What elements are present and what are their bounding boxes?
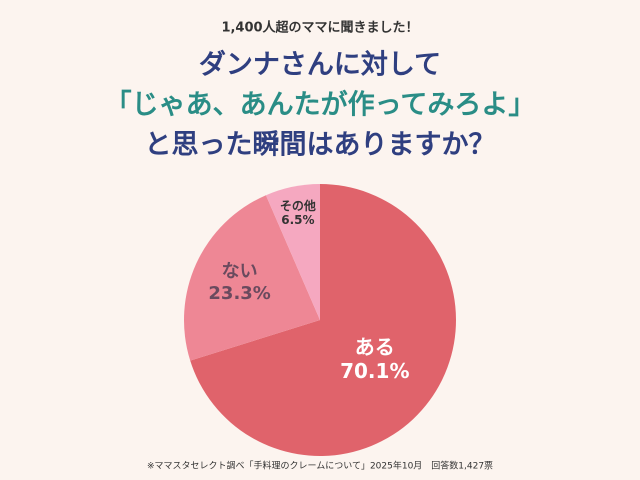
slice-label: ある [355, 335, 395, 359]
title-line: 「じゃあ、あんたが作ってみろよ」 [105, 89, 536, 121]
title-line: と思った瞬間はありますか？ [145, 130, 496, 161]
slice-value: 6.5% [281, 213, 314, 227]
pie-slice [190, 184, 457, 456]
slice-label: その他 [280, 198, 316, 213]
slice-value: 23.3% [208, 283, 270, 304]
source-note: ※ママスタセレクト調べ「手料理のクレームについて」2025年10月 回答数1,4… [147, 460, 493, 472]
subtitle: 1,400人超のママに聞きました！ [221, 20, 418, 36]
title-line: ダンナさんに対して [199, 49, 441, 81]
pie-slice [184, 195, 320, 361]
slice-label: ない [222, 261, 258, 282]
slice-value: 70.1% [340, 359, 409, 383]
pie-slice [265, 184, 320, 320]
